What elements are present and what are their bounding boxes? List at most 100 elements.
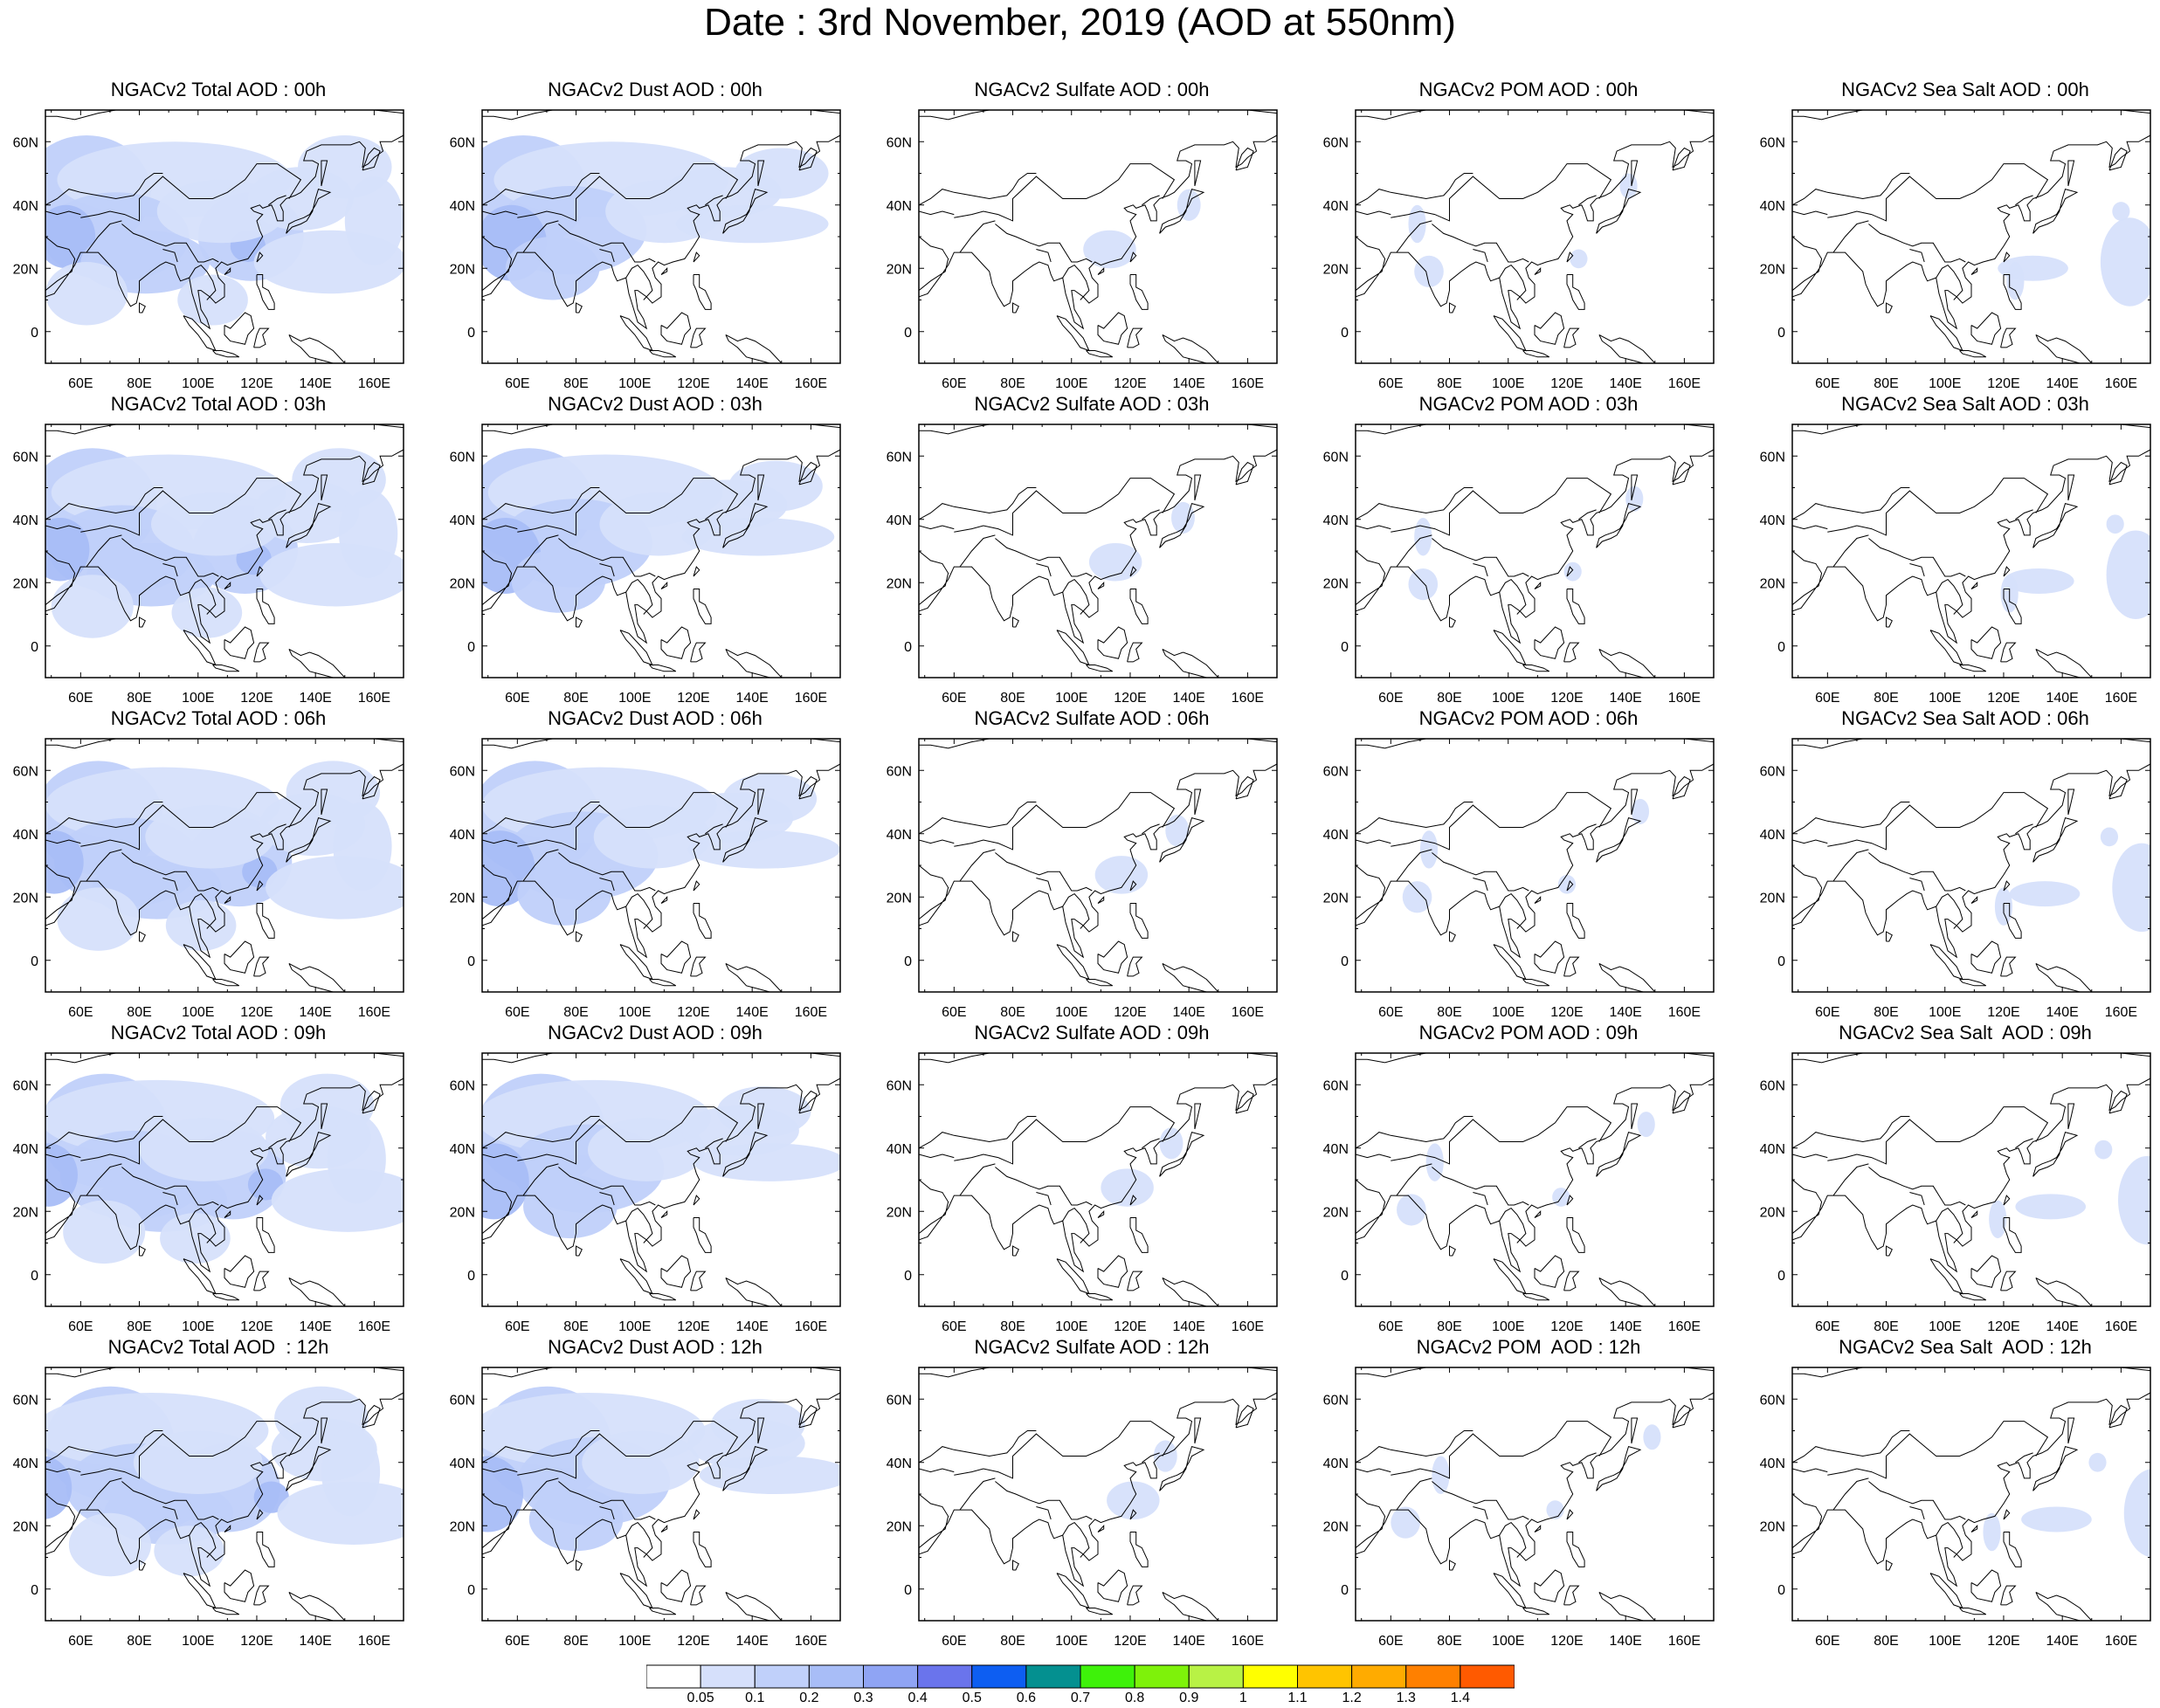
coastline bbox=[2035, 962, 2093, 992]
coastline bbox=[482, 763, 840, 959]
coastline bbox=[1792, 449, 2150, 644]
colorbar-label: 0.6 bbox=[1016, 1691, 1036, 1705]
aod-patch bbox=[1159, 1127, 1184, 1160]
y-tick-label: 0 bbox=[1777, 1269, 1785, 1284]
x-tick-label: 160E bbox=[358, 691, 390, 703]
colorbar-label: 0.3 bbox=[853, 1691, 873, 1705]
x-tick-label: 100E bbox=[182, 376, 214, 389]
coastline bbox=[2015, 195, 2033, 206]
aod-patch bbox=[1153, 1440, 1177, 1472]
coastline bbox=[1534, 896, 1542, 904]
coastline bbox=[2108, 1404, 2128, 1429]
map-panel: NGACv2 Dust AOD : 09h 60E 80E 100E 120E 140E 1… bbox=[437, 1022, 873, 1332]
x-tick-label: 140E bbox=[299, 691, 331, 703]
coastline bbox=[1578, 1452, 1597, 1464]
coastline bbox=[660, 312, 692, 345]
coastline bbox=[1499, 578, 1527, 615]
coastline bbox=[288, 962, 346, 992]
aod-patch bbox=[2106, 514, 2124, 534]
x-tick-label: 120E bbox=[1987, 1634, 2019, 1646]
y-tick-label: 60N bbox=[1760, 1393, 1785, 1408]
aod-patch bbox=[1625, 486, 1644, 512]
x-tick-label: 140E bbox=[2046, 1319, 2078, 1332]
coastline bbox=[1396, 1477, 1432, 1511]
coastline bbox=[690, 1271, 707, 1291]
y-tick-label: 0 bbox=[1341, 1583, 1349, 1598]
panel-title: NGACv2 Sea Salt AOD : 03h bbox=[1841, 393, 2089, 415]
coastline bbox=[1827, 163, 2049, 222]
coastline bbox=[2003, 1217, 2022, 1253]
coastline bbox=[1970, 1210, 1978, 1218]
coastline bbox=[693, 589, 712, 624]
coastline bbox=[1566, 1509, 1574, 1520]
coastline bbox=[288, 334, 346, 363]
coastline bbox=[1886, 931, 1893, 942]
aod-patch bbox=[681, 517, 835, 556]
coastline bbox=[253, 327, 270, 348]
coastline bbox=[1097, 626, 1128, 659]
coastline bbox=[2067, 789, 2075, 816]
coastline bbox=[1578, 509, 1597, 520]
coastline bbox=[995, 1167, 1093, 1206]
x-tick-label: 100E bbox=[618, 1319, 651, 1332]
x-tick-label: 60E bbox=[942, 1319, 966, 1332]
coastline bbox=[224, 940, 255, 974]
coastline bbox=[1563, 1585, 1580, 1606]
x-tick-label: 80E bbox=[1874, 1005, 1898, 1017]
coastline bbox=[919, 1078, 1277, 1273]
map-plot: 60E 80E 100E 120E 140E 160E 60N 40N 20N 0 bbox=[1323, 1367, 1715, 1646]
coastline bbox=[2000, 642, 2017, 663]
x-tick-label: 160E bbox=[1668, 376, 1701, 389]
coastline bbox=[798, 775, 818, 800]
coastline bbox=[522, 849, 559, 882]
coastline bbox=[2108, 1090, 2128, 1114]
coastline bbox=[162, 1506, 178, 1520]
coastline bbox=[1356, 210, 1391, 216]
coastline bbox=[1356, 802, 1473, 835]
coastline bbox=[798, 1090, 818, 1114]
coastline bbox=[482, 1116, 600, 1149]
coastline bbox=[1129, 1532, 1149, 1567]
coastline bbox=[1086, 1293, 1114, 1301]
colorbar-swatch bbox=[645, 1664, 701, 1689]
coastline bbox=[1598, 962, 1656, 992]
map-panel: NGACv2 POM AOD : 06h 60E 80E 100E 120E 140E 16… bbox=[1310, 707, 1747, 1017]
panel-title: NGACv2 Dust AOD : 09h bbox=[548, 1022, 763, 1043]
coastline bbox=[268, 509, 286, 520]
coastline bbox=[224, 1210, 231, 1218]
y-tick-label: 0 bbox=[1341, 1269, 1349, 1284]
coastline bbox=[995, 224, 1093, 263]
coastline bbox=[482, 487, 600, 520]
map-plot: 60E 80E 100E 120E 140E 160E 60N 40N 20N 0 bbox=[1323, 109, 1715, 389]
x-tick-label: 60E bbox=[1378, 1319, 1403, 1332]
colorbar-swatch bbox=[1351, 1664, 1407, 1689]
coastline bbox=[1909, 1192, 1925, 1206]
panel-title: NGACv2 Sulfate AOD : 09h bbox=[974, 1022, 1210, 1043]
coastline bbox=[482, 1053, 840, 1064]
x-tick-label: 120E bbox=[1550, 1319, 1583, 1332]
y-tick-label: 60N bbox=[450, 764, 475, 779]
x-tick-label: 160E bbox=[795, 1634, 827, 1646]
x-tick-label: 60E bbox=[942, 376, 966, 389]
coastline bbox=[189, 892, 217, 929]
x-tick-label: 100E bbox=[1055, 1005, 1087, 1017]
coastline bbox=[1129, 589, 1149, 624]
coastline bbox=[2108, 775, 2128, 800]
coastline bbox=[1909, 249, 1925, 263]
coastline bbox=[1356, 1053, 1714, 1064]
coastline bbox=[954, 792, 1176, 851]
aod-patch bbox=[1391, 1506, 1420, 1539]
y-tick-label: 20N bbox=[1760, 1519, 1785, 1534]
aod-patch bbox=[2006, 262, 2025, 300]
y-tick-label: 40N bbox=[887, 513, 912, 528]
coastline bbox=[362, 147, 381, 171]
coastline bbox=[1792, 134, 2150, 330]
coastline bbox=[625, 578, 653, 615]
coastline bbox=[1235, 147, 1254, 171]
y-tick-label: 20N bbox=[1760, 891, 1785, 906]
aod-patch bbox=[45, 1456, 72, 1519]
aod-patch bbox=[145, 805, 275, 869]
coastline bbox=[693, 1217, 712, 1253]
coastline bbox=[625, 1521, 653, 1558]
aod-patch bbox=[699, 1456, 840, 1494]
